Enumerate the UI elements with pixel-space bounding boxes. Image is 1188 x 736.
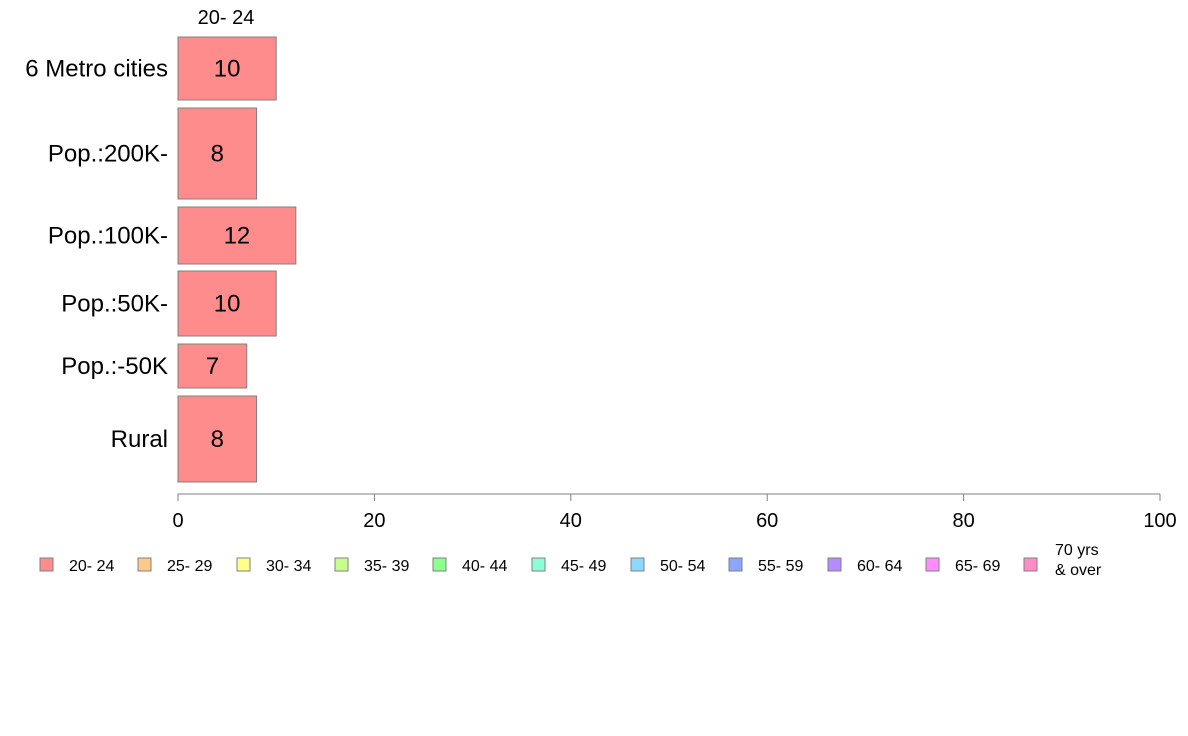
legend-swatch	[236, 557, 251, 572]
x-tick-label: 80	[952, 510, 974, 532]
x-tick-label: 100	[1143, 510, 1176, 532]
legend-swatch	[827, 557, 842, 572]
bar	[177, 36, 277, 101]
legend-swatch	[334, 557, 349, 572]
data-label: 10	[214, 56, 241, 83]
legend-swatch	[630, 557, 645, 572]
category-label: Pop.:50K-	[61, 291, 168, 318]
x-tick-label: 20	[363, 510, 385, 532]
legend-label: 55- 59	[758, 558, 803, 575]
data-label: 7	[206, 353, 219, 380]
column-header-label: 20- 24	[198, 7, 255, 29]
legend-label: 20- 24	[69, 558, 114, 575]
legend-label: 70 yrs & over	[1055, 542, 1102, 579]
category-label: Rural	[111, 426, 168, 453]
legend-label: 30- 34	[266, 558, 311, 575]
legend-label: 40- 44	[462, 558, 507, 575]
bar	[177, 107, 258, 200]
legend-label: 25- 29	[167, 558, 212, 575]
legend-swatch	[432, 557, 447, 572]
legend-swatch	[925, 557, 940, 572]
bar	[177, 343, 248, 389]
x-tick-label: 60	[756, 510, 778, 532]
legend-swatch	[531, 557, 546, 572]
category-label: 6 Metro cities	[25, 56, 168, 83]
legend-swatch	[728, 557, 743, 572]
category-label: Pop.:200K-	[48, 141, 168, 168]
legend-swatch	[39, 557, 54, 572]
data-label: 12	[224, 223, 251, 250]
category-label: Pop.:100K-	[48, 223, 168, 250]
legend-swatch	[1023, 557, 1038, 572]
legend-label: 60- 64	[857, 558, 902, 575]
legend-swatch	[137, 557, 152, 572]
data-label: 10	[214, 291, 241, 318]
bar	[177, 395, 258, 483]
legend-label: 65- 69	[955, 558, 1000, 575]
category-label: Pop.:-50K	[61, 353, 168, 380]
legend-label: 35- 39	[364, 558, 409, 575]
data-label: 8	[211, 141, 224, 168]
bar	[177, 270, 277, 337]
x-tick-label: 40	[560, 510, 582, 532]
x-tick-label: 0	[172, 510, 183, 532]
legend-label: 45- 49	[561, 558, 606, 575]
bar	[177, 206, 297, 265]
data-label: 8	[211, 426, 224, 453]
legend-label: 50- 54	[660, 558, 705, 575]
